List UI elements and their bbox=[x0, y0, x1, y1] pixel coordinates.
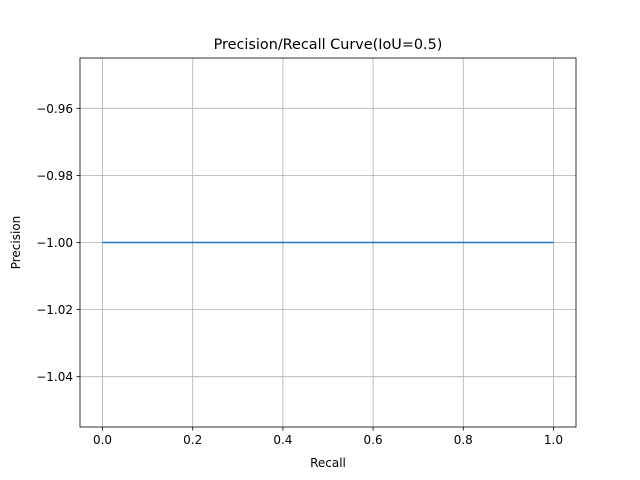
chart-title: Precision/Recall Curve(IoU=0.5) bbox=[214, 37, 443, 53]
x-axis-label: Recall bbox=[310, 456, 346, 470]
ticks: 0.0 0.2 0.4 0.6 0.8 1.0 −0.96 −0.98 −1.00 −1.02 −1… bbox=[36, 102, 563, 447]
y-tick-label: −1.04 bbox=[36, 370, 73, 384]
x-tick-label: 0.8 bbox=[454, 433, 473, 447]
y-tick-label: −1.02 bbox=[36, 303, 73, 317]
x-tick-label: 0.0 bbox=[93, 433, 112, 447]
y-tick-label: −0.96 bbox=[36, 102, 73, 116]
x-tick-label: 0.6 bbox=[364, 433, 383, 447]
x-tick-label: 0.2 bbox=[183, 433, 202, 447]
x-tick-label: 1.0 bbox=[544, 433, 563, 447]
y-tick-label: −0.98 bbox=[36, 169, 73, 183]
y-axis-label: Precision bbox=[9, 216, 23, 270]
x-tick-label: 0.4 bbox=[273, 433, 292, 447]
y-tick-label: −1.00 bbox=[36, 236, 73, 250]
